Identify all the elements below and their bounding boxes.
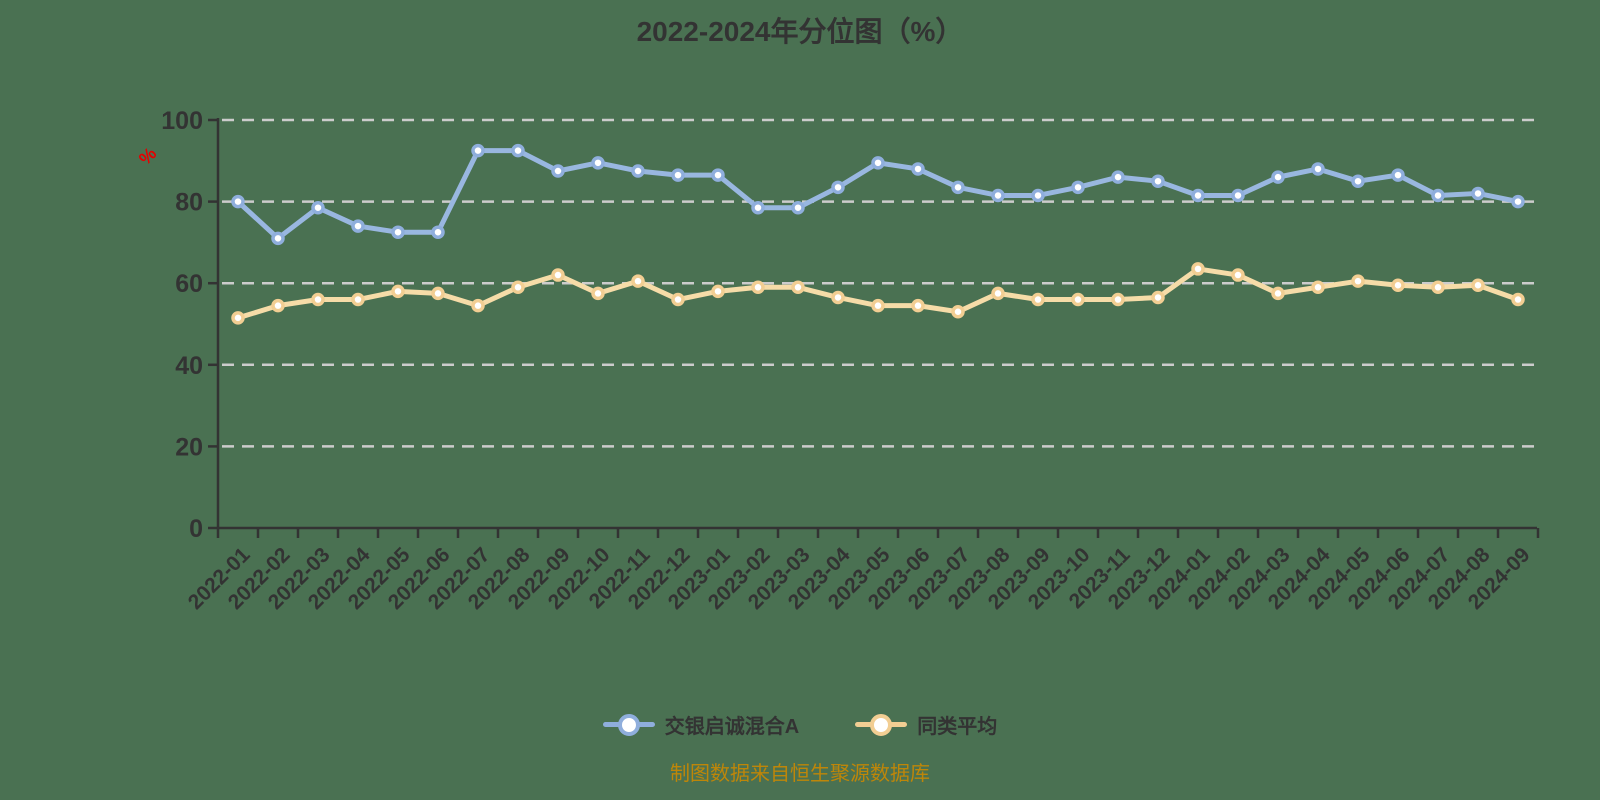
series-0-point[interactable]: [751, 200, 765, 215]
series-1-point[interactable]: [351, 292, 365, 307]
series-1-point[interactable]: [511, 280, 525, 295]
series-1-point[interactable]: [791, 280, 805, 295]
chart-title: 2022-2024年分位图（%）: [636, 16, 964, 47]
series-1-point[interactable]: [231, 311, 245, 325]
series-1-point[interactable]: [1151, 290, 1165, 305]
series-1-point[interactable]: [1351, 274, 1365, 288]
series-0-point[interactable]: [391, 225, 405, 239]
series-1-point[interactable]: [391, 284, 405, 299]
series-1-point[interactable]: [951, 305, 965, 319]
series-0-point[interactable]: [1311, 162, 1325, 176]
series-1-point[interactable]: [871, 298, 885, 313]
y-tick-label: 80: [175, 189, 203, 217]
series-0-point[interactable]: [871, 156, 885, 170]
series-0-point[interactable]: [1471, 186, 1485, 201]
series-0-point[interactable]: [1031, 188, 1045, 203]
series-1-point[interactable]: [311, 292, 325, 307]
series-0-point[interactable]: [271, 231, 285, 246]
series-0-point[interactable]: [1231, 188, 1245, 203]
series-0-point[interactable]: [231, 194, 245, 209]
series-0-point[interactable]: [1151, 174, 1165, 188]
series-1-point[interactable]: [1431, 280, 1445, 295]
series-0-point[interactable]: [791, 200, 805, 215]
legend-item-average[interactable]: 同类平均: [855, 710, 997, 739]
series-0-point[interactable]: [1271, 170, 1285, 184]
series-0-point[interactable]: [1071, 180, 1085, 195]
series-1-point[interactable]: [631, 274, 645, 288]
y-tick-label: 0: [189, 515, 203, 543]
legend-item-fund[interactable]: 交银启诚混合A: [602, 710, 800, 739]
series-1-point[interactable]: [1271, 286, 1285, 301]
series-0-point[interactable]: [1191, 188, 1205, 203]
series-1-point[interactable]: [431, 286, 445, 301]
legend-label-fund: 交银启诚混合A: [664, 716, 800, 738]
chart-legend: 交银启诚混合A 同类平均: [0, 710, 1600, 739]
series-1-point[interactable]: [1231, 268, 1245, 282]
legend-marker-average-icon: [855, 713, 908, 737]
series-1-point[interactable]: [471, 298, 485, 313]
series-0-point[interactable]: [711, 168, 725, 182]
series-1-point[interactable]: [671, 292, 685, 307]
series-1-point[interactable]: [711, 284, 725, 299]
series-1-point[interactable]: [911, 298, 925, 313]
series-0-point[interactable]: [351, 219, 365, 233]
series-0-point[interactable]: [631, 164, 645, 178]
legend-label-average: 同类平均: [917, 716, 998, 738]
series-1-point[interactable]: [751, 280, 765, 295]
series-0-point[interactable]: [1511, 194, 1525, 209]
series-1-point[interactable]: [1031, 292, 1045, 307]
y-tick-label: 40: [175, 352, 203, 380]
series-0-point[interactable]: [551, 164, 565, 178]
series-0-point[interactable]: [511, 143, 525, 158]
series-1-point[interactable]: [1511, 292, 1525, 307]
series-1-point[interactable]: [1111, 292, 1125, 307]
series-1-point[interactable]: [551, 268, 565, 282]
series-1-point[interactable]: [991, 286, 1005, 301]
series-0-point[interactable]: [591, 156, 605, 170]
y-tick-label: 60: [175, 270, 203, 298]
series-1-point[interactable]: [1071, 292, 1085, 307]
series-0-point[interactable]: [911, 162, 925, 176]
series-0-point[interactable]: [991, 188, 1005, 203]
series-0-point[interactable]: [1431, 188, 1445, 203]
series-0-point[interactable]: [311, 200, 325, 215]
series-1-point[interactable]: [1311, 280, 1325, 295]
series-1-point[interactable]: [271, 298, 285, 313]
legend-marker-fund-icon: [602, 713, 655, 737]
series-1-point[interactable]: [1391, 278, 1405, 292]
series-0-point[interactable]: [1391, 168, 1405, 182]
y-tick-label: 20: [175, 433, 203, 461]
series-0-point[interactable]: [1111, 170, 1125, 184]
series-0-point[interactable]: [951, 180, 965, 195]
series-0-point[interactable]: [831, 180, 845, 195]
y-tick-label: 100: [161, 107, 203, 135]
series-0-point[interactable]: [671, 168, 685, 182]
series-1-point[interactable]: [831, 290, 845, 305]
series-0-point[interactable]: [1351, 174, 1365, 188]
series-0-point[interactable]: [471, 143, 485, 158]
series-1-point[interactable]: [591, 286, 605, 301]
series-1-point[interactable]: [1471, 278, 1485, 292]
series-1-point[interactable]: [1191, 262, 1205, 276]
series-0-point[interactable]: [431, 225, 445, 239]
data-source-note: 制图数据来自恒生聚源数据库: [670, 763, 930, 785]
